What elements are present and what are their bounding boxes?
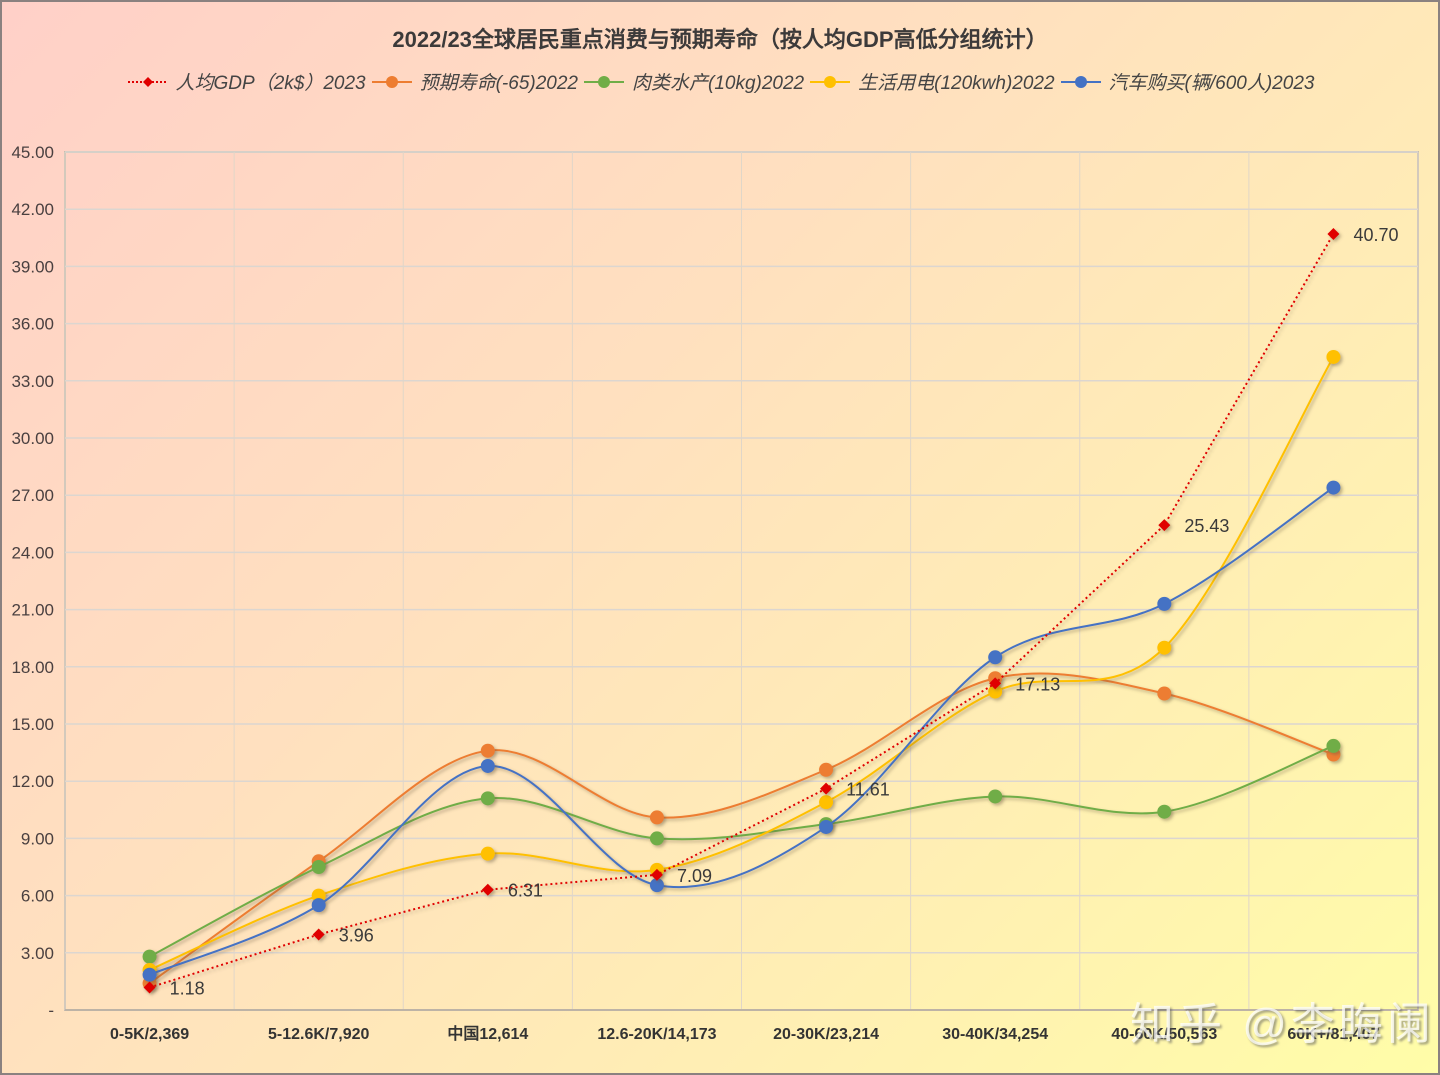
data-point-circle (311, 898, 326, 913)
series-3 (142, 349, 1341, 977)
data-point-diamond (481, 883, 494, 896)
data-label: 11.61 (846, 780, 890, 800)
watermark-text: 知乎 @李晦阑 (1130, 1000, 1435, 1049)
data-point-diamond (820, 782, 833, 795)
data-point-diamond (1327, 227, 1340, 240)
data-point-circle (988, 650, 1003, 665)
data-point-circle (819, 819, 834, 834)
series-0: 1.18 3.96 6.31 7.09 11.61 17.13 25.43 40.70 (143, 225, 1398, 999)
legend-label: 人均GDP（2k$）2023 (175, 73, 366, 94)
data-label: 3.96 (339, 925, 374, 945)
x-tick-label: 12.6-20K/14,173 (597, 1026, 716, 1043)
data-point-circle (649, 831, 664, 846)
data-point-circle (1326, 349, 1341, 364)
series-4 (142, 480, 1341, 982)
data-point-circle (1326, 480, 1341, 495)
y-tick-label: 30.00 (11, 429, 54, 448)
legend-item-3: 生活用电(120kwh)2022 (808, 68, 1055, 95)
y-tick-label: 9.00 (21, 829, 54, 848)
y-tick-label: 27.00 (11, 486, 54, 505)
legend-label: 预期寿命(-65)2022 (419, 73, 578, 94)
y-tick-label: 42.00 (11, 200, 54, 219)
legend-item-4: 汽车购买(辆/600人)2023 (1059, 68, 1315, 95)
x-tick-label: 0-5K/2,369 (110, 1026, 189, 1043)
data-label: 6.31 (508, 881, 543, 901)
data-label: 7.09 (677, 866, 712, 886)
data-point-circle (988, 789, 1003, 804)
data-point-circle (819, 795, 834, 810)
data-point-circle (988, 684, 1003, 699)
y-tick-label: 3.00 (21, 944, 54, 963)
data-point-diamond (1158, 519, 1171, 532)
x-tick-label: 60K+/81,407 (1287, 1026, 1379, 1043)
x-tick-label: 5-12.6K/7,920 (268, 1026, 370, 1043)
legend-label: 肉类水产(10kg)2022 (632, 73, 805, 94)
legend-circle-icon (371, 75, 412, 88)
data-point-circle (142, 967, 157, 982)
y-tick-label: 45.00 (11, 143, 54, 162)
legend-circle-icon (1060, 75, 1101, 88)
data-point-circle (1157, 686, 1172, 701)
y-tick-label: 39.00 (11, 257, 54, 276)
data-label: 40.70 (1353, 225, 1398, 245)
data-point-circle (480, 791, 495, 806)
legend-item-0: 人均GDP（2k$）2023 (126, 68, 366, 95)
chart-legend: 人均GDP（2k$）2023 预期寿命(-65)2022 肉类水产(10kg)202… (2, 68, 1438, 95)
x-tick-label: 30-40K/34,254 (942, 1026, 1048, 1043)
y-tick-label: 12.00 (11, 772, 54, 791)
data-point-circle (480, 743, 495, 758)
x-tick-label: 中国12,614 (447, 1024, 528, 1043)
data-point-circle (480, 758, 495, 773)
data-point-diamond (650, 868, 663, 881)
data-point-circle (480, 846, 495, 861)
y-tick-label: 6.00 (21, 887, 54, 906)
legend-item-1: 预期寿命(-65)2022 (370, 68, 578, 95)
x-tick-label: 20-30K/23,214 (773, 1026, 879, 1043)
data-point-circle (1157, 804, 1172, 819)
legend-item-2: 肉类水产(10kg)2022 (582, 68, 804, 95)
data-point-circle (1157, 640, 1172, 655)
data-point-diamond (143, 981, 156, 994)
data-point-circle (1326, 738, 1341, 753)
data-label: 17.13 (1015, 674, 1060, 694)
legend-circle-icon (584, 75, 624, 88)
legend-circle-icon (810, 75, 851, 88)
y-tick-label: 24.00 (11, 543, 54, 562)
y-tick-label: 21.00 (11, 601, 54, 620)
data-point-circle (819, 762, 834, 777)
data-label: 25.43 (1184, 516, 1229, 536)
y-tick-label: - (48, 1001, 54, 1020)
series-2 (142, 738, 1341, 964)
legend-diamond-icon (127, 76, 168, 87)
y-tick-label: 36.00 (11, 315, 54, 334)
data-point-circle (649, 810, 664, 825)
legend-label: 汽车购买(辆/600人)2023 (1108, 73, 1315, 94)
data-point-diamond (312, 928, 325, 941)
data-point-circle (311, 860, 326, 874)
chart-title: 2022/23全球居民重点消费与预期寿命（按人均GDP高低分组统计） (392, 27, 1048, 52)
y-tick-label: 15.00 (11, 715, 54, 734)
data-label: 1.18 (170, 979, 205, 999)
legend-label: 生活用电(120kwh)2022 (858, 73, 1055, 94)
y-tick-label: 33.00 (11, 372, 54, 391)
y-tick-label: 18.00 (11, 658, 54, 677)
x-tick-label: 40-60K/50,563 (1111, 1026, 1217, 1043)
data-point-circle (142, 949, 157, 964)
data-point-circle (649, 878, 664, 893)
data-point-diamond (989, 677, 1002, 690)
data-point-circle (1157, 596, 1172, 611)
